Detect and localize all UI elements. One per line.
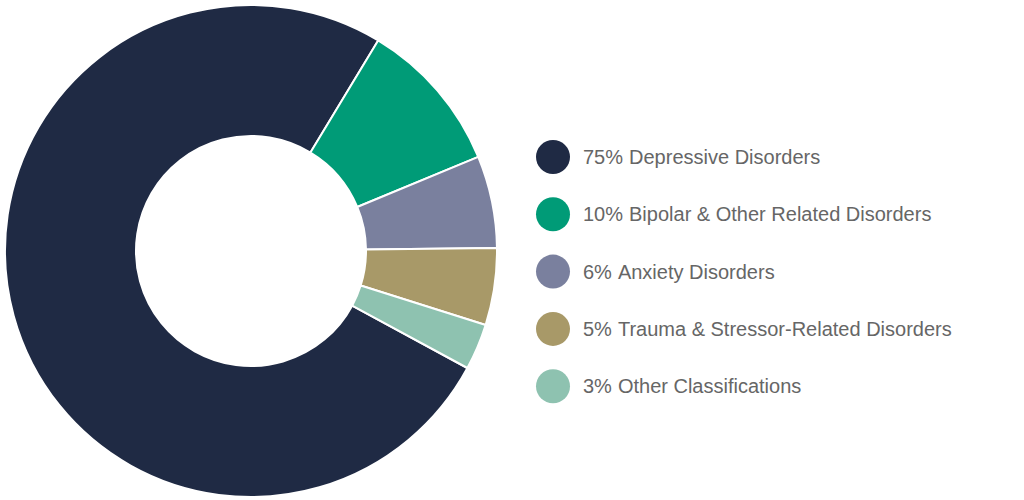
legend-value: 3% <box>583 375 612 397</box>
legend-swatch <box>536 197 570 231</box>
legend: 75% Depressive Disorders 10% Bipolar & Othe… <box>536 140 952 403</box>
legend-value: 10% <box>583 203 623 225</box>
legend-swatch <box>536 312 570 346</box>
legend-value: 6% <box>583 261 612 283</box>
legend-swatch <box>536 140 570 174</box>
legend-label: Bipolar & Other Related Disorders <box>629 203 931 225</box>
legend-value: 5% <box>583 318 612 340</box>
legend-swatch <box>536 369 570 403</box>
slice <box>352 286 485 368</box>
legend-label: Other Classifications <box>618 375 801 397</box>
slices <box>5 5 497 497</box>
legend-label: Depressive Disorders <box>629 146 820 168</box>
legend-swatch <box>536 255 570 289</box>
legend-value: 75% <box>583 146 623 168</box>
chart: 75% Depressive Disorders 10% Bipolar & Othe… <box>0 0 1024 500</box>
slice <box>357 157 497 250</box>
legend-label: Trauma & Stressor-Related Disorders <box>618 318 952 340</box>
legend-label: Anxiety Disorders <box>618 261 775 283</box>
